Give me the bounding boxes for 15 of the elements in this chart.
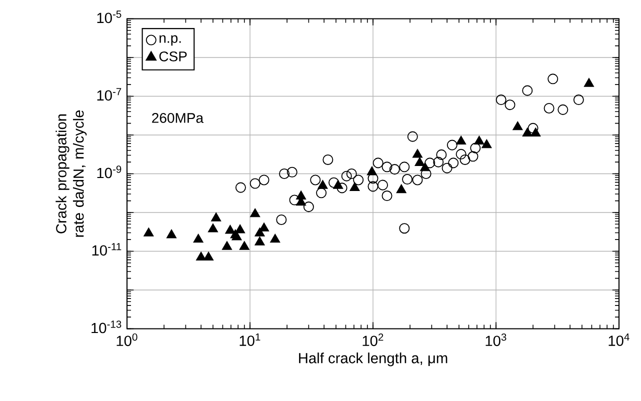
x-tick-label: 10$^{4}$	[608, 333, 630, 346]
legend-label: CSP	[159, 51, 187, 62]
x-axis-title: Half crack length a, μm	[299, 352, 448, 366]
x-tick-label: 10$^{2}$	[362, 333, 384, 346]
x-tick-label: 10$^{3}$	[486, 333, 506, 346]
annotation: 260MPa	[152, 112, 204, 123]
legend-label: n.p.	[160, 35, 181, 46]
y-axis-title: Crack propagation rate da/dN, m/cycle	[56, 110, 87, 237]
x-tick-label: 10$^{0}$	[116, 333, 138, 346]
y-tick-label: 10$^{-7}$	[97, 88, 122, 101]
y-tick-label: 10$^{-11}$	[92, 243, 122, 256]
y-tick-label: 10$^{-9}$	[97, 166, 122, 178]
y-tick-label: 10$^{-13}$	[92, 320, 122, 334]
x-tick-label: 10$^{1}$	[240, 333, 260, 346]
y-tick-label: 10$^{-5}$	[97, 10, 122, 24]
